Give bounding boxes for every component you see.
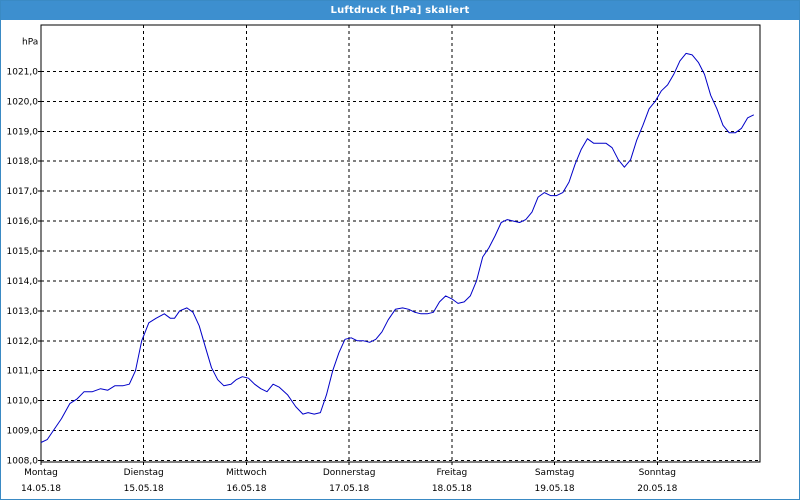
- x-tick-label-day: Dienstag: [124, 468, 164, 478]
- x-tick-label-day: Freitag: [436, 468, 467, 478]
- y-tick-label: 1020,0: [7, 97, 39, 107]
- y-tick-label: 1009,0: [7, 427, 39, 437]
- y-tick-label: 1019,0: [7, 127, 39, 137]
- x-tick-label-date: 19.05.18: [535, 484, 575, 494]
- y-tick-label: 1008,0: [7, 457, 39, 467]
- x-tick-label-day: Sonntag: [639, 468, 676, 478]
- window-title: Luftdruck [hPa] skaliert: [1, 1, 799, 20]
- x-tick-label-day: Donnerstag: [323, 468, 376, 478]
- y-tick-label: 1012,0: [7, 337, 39, 347]
- y-tick-label: 1010,0: [7, 397, 39, 407]
- y-tick-label: 1021,0: [7, 67, 39, 77]
- x-tick-label-date: 16.05.18: [226, 484, 266, 494]
- y-tick-label: 1013,0: [7, 307, 39, 317]
- y-tick-label: 1015,0: [7, 247, 39, 257]
- y-axis-label: hPa: [22, 37, 38, 47]
- y-tick-label: 1016,0: [7, 217, 39, 227]
- plot-frame: [40, 24, 761, 463]
- y-tick-label: 1017,0: [7, 187, 39, 197]
- x-tick-label-day: Samstag: [535, 468, 574, 478]
- y-tick-label: 1011,0: [7, 367, 39, 377]
- x-tick-label-date: 14.05.18: [21, 484, 61, 494]
- y-tick-label: 1018,0: [7, 157, 39, 167]
- pressure-chart: 1008,0 1009,0 1010,0 1011,0 1012,0 1013,0 1014…: [7, 24, 761, 494]
- pressure-series-line: [40, 52, 755, 443]
- x-tick-label-day: Mittwoch: [226, 468, 267, 478]
- x-tick-label-date: 15.05.18: [124, 484, 164, 494]
- y-tick-label: 1014,0: [7, 277, 39, 287]
- x-tick-label-date: 20.05.18: [637, 484, 677, 494]
- x-tick-label-date: 17.05.18: [329, 484, 369, 494]
- x-tick-label-date: 18.05.18: [432, 484, 472, 494]
- x-tick-label-day: Montag: [24, 468, 58, 478]
